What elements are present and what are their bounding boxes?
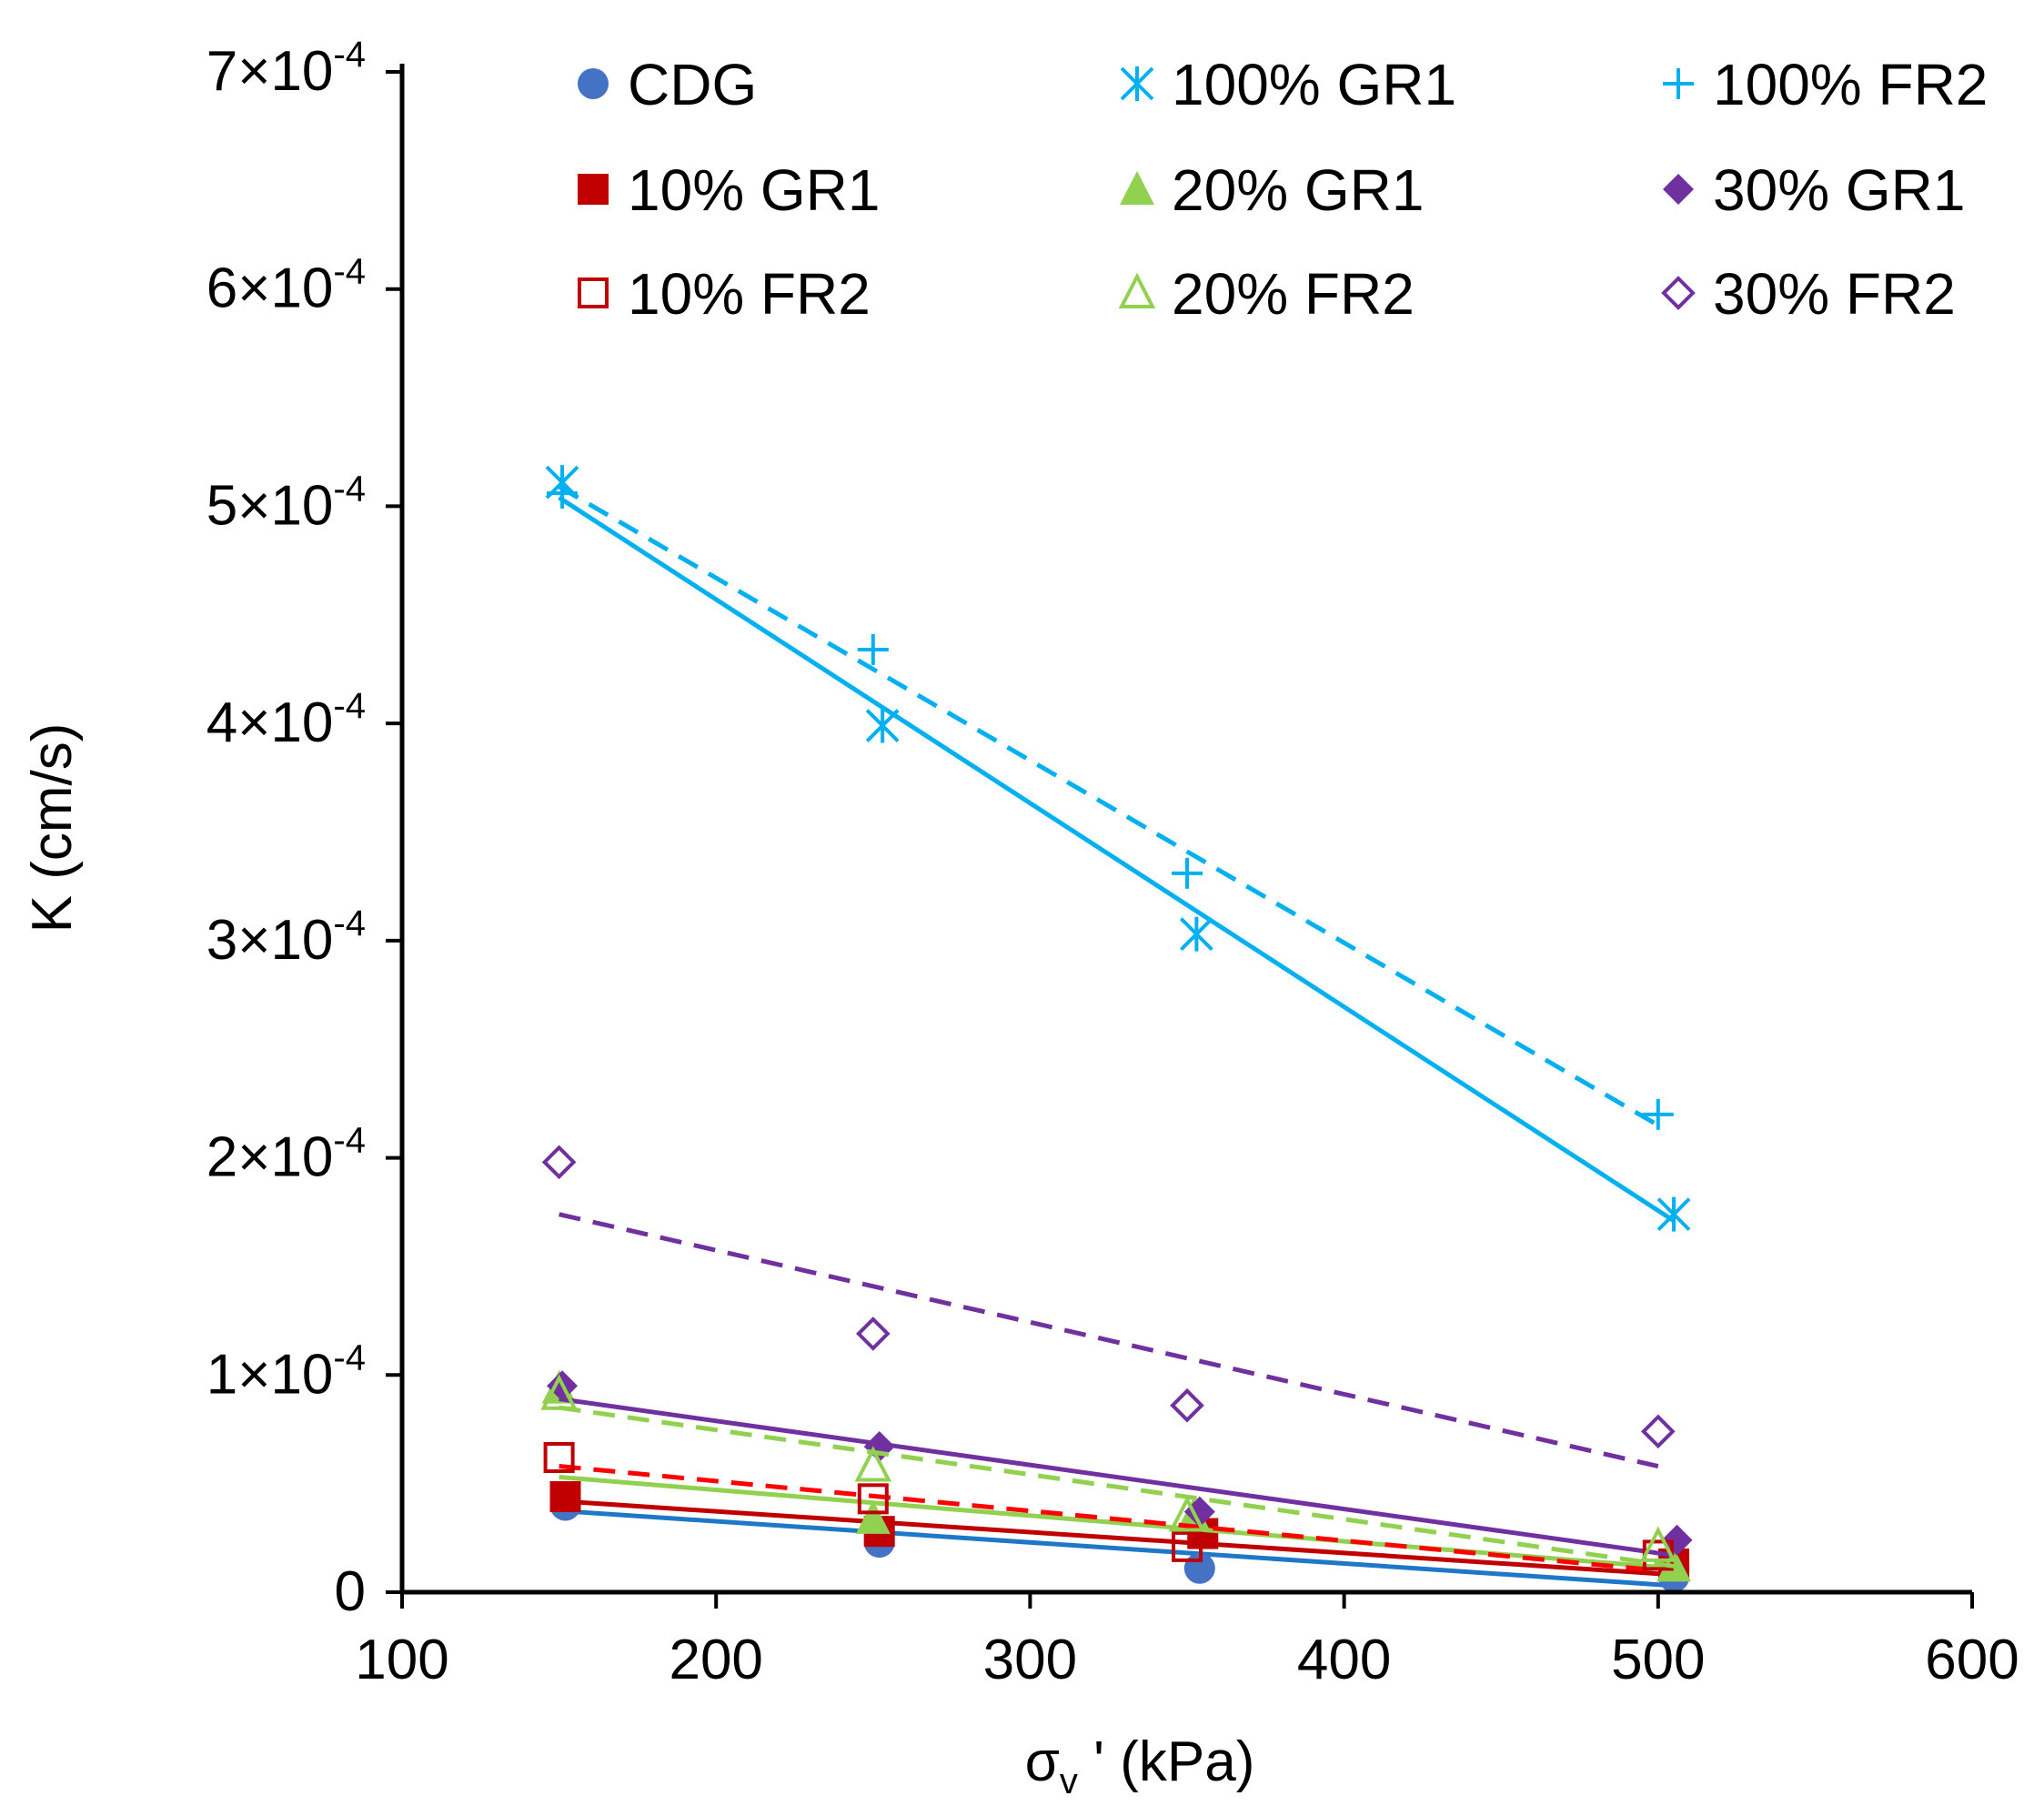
y-tick-label: 6×10-4 [206,252,366,320]
data-point [1172,1530,1203,1562]
y-axis-title: K (cm/s) [21,723,84,933]
series-10pct-gr1 [549,1480,1690,1579]
trendline [559,1212,1659,1468]
trendline [558,495,1676,1223]
trendline [558,484,1660,1127]
legend-item-10pct-gr1: 10% GR1 [578,157,880,223]
y-tick-label: 2×10-4 [206,1121,366,1189]
series-30pct-fr2 [541,1145,1676,1468]
legend-label: 100% FR2 [1713,52,1988,117]
trendline [559,1474,1675,1571]
legend-marker [1663,68,1694,99]
legend-label: 100% GR1 [1172,52,1456,117]
legend-marker [1120,171,1154,205]
trendline [559,1397,1675,1558]
legend-marker [1118,272,1156,308]
legend-item-20pct-gr1: 20% GR1 [1120,157,1424,223]
legend-marker [578,174,609,205]
data-point [854,1446,892,1482]
y-axis-ticks: 0 1×10-4 2×10-4 3×10-4 4×10-4 5×10-4 6×10-4 7×1… [206,35,402,1623]
legend-item-100pct-fr2: 100% FR2 [1663,52,1988,117]
legend-item-10pct-fr2: 10% FR2 [578,261,871,327]
legend-item-cdg: CDG [578,52,757,117]
data-point [540,1374,578,1410]
series-100pct-fr2 [547,478,1674,1130]
legend-item-30pct-fr2: 30% FR2 [1661,261,1956,327]
legend-item-100pct-gr1: 100% GR1 [1120,52,1456,117]
x-tick-label: 600 [1925,1629,2019,1691]
data-point [1640,1414,1676,1449]
data-point [865,708,900,743]
axes: 100 200 300 400 500 600 0 1×10-4 2×10-4 3×10-4 4×… [21,35,2019,1801]
legend-label: 10% FR2 [628,261,871,327]
x-tick-label: 400 [1297,1629,1391,1691]
y-tick-label: 4×10-4 [206,686,366,754]
plot-area [540,465,1693,1593]
data-point [857,1483,889,1515]
x-axis-title: σv ' (kPa) [1025,1730,1255,1801]
data-point [549,1480,581,1512]
data-point [857,633,889,665]
data-point [1170,1387,1204,1423]
y-tick-label: 5×10-4 [206,469,366,537]
legend-label: 30% GR1 [1713,157,1965,223]
legend-marker [1120,66,1154,101]
y-tick-label: 7×10-4 [206,35,366,103]
legend-marker [578,68,609,99]
series-30pct-gr1 [547,1370,1693,1558]
series-20pct-fr2 [540,1374,1677,1569]
legend-marker [578,277,609,308]
series-10pct-fr2 [543,1441,1674,1573]
x-tick-label: 200 [669,1629,762,1691]
y-tick-label: 0 [335,1560,366,1623]
legend-item-20pct-fr2: 20% FR2 [1118,261,1415,327]
legend-label: 30% FR2 [1713,261,1956,327]
legend-label: 10% GR1 [628,157,880,223]
trendline [559,1405,1675,1569]
legend-label: 20% FR2 [1172,261,1415,327]
data-point [1642,1098,1674,1130]
legend-marker [1663,174,1694,205]
data-point [1179,916,1213,952]
trendline [559,1508,1675,1589]
x-tick-label: 300 [983,1629,1077,1691]
data-point [541,1145,577,1180]
data-point [1183,1496,1215,1528]
legend: CDG 100% GR1 100% FR2 10% GR1 20% GR1 30% GR1… [578,52,1988,327]
x-tick-label: 500 [1611,1629,1705,1691]
y-tick-label: 1×10-4 [206,1337,366,1406]
legend-item-30pct-gr1: 30% GR1 [1663,157,1965,223]
legend-marker [1661,276,1696,310]
trendline [559,1498,1675,1578]
data-point [1656,1196,1691,1232]
data-point [1172,857,1203,889]
x-axis-ticks: 100 200 300 400 500 600 [355,1592,2019,1691]
data-point [543,1441,575,1473]
legend-label: 20% GR1 [1172,157,1424,223]
series-cdg [549,1489,1690,1593]
trendline [559,1464,1659,1573]
data-point [547,478,579,510]
data-point [1168,1496,1206,1532]
legend-label: CDG [628,52,757,117]
data-point [855,1317,891,1351]
data-point [1639,1526,1677,1562]
data-point [855,1499,891,1534]
x-tick-label: 100 [355,1629,448,1691]
y-tick-label: 3×10-4 [206,903,366,972]
